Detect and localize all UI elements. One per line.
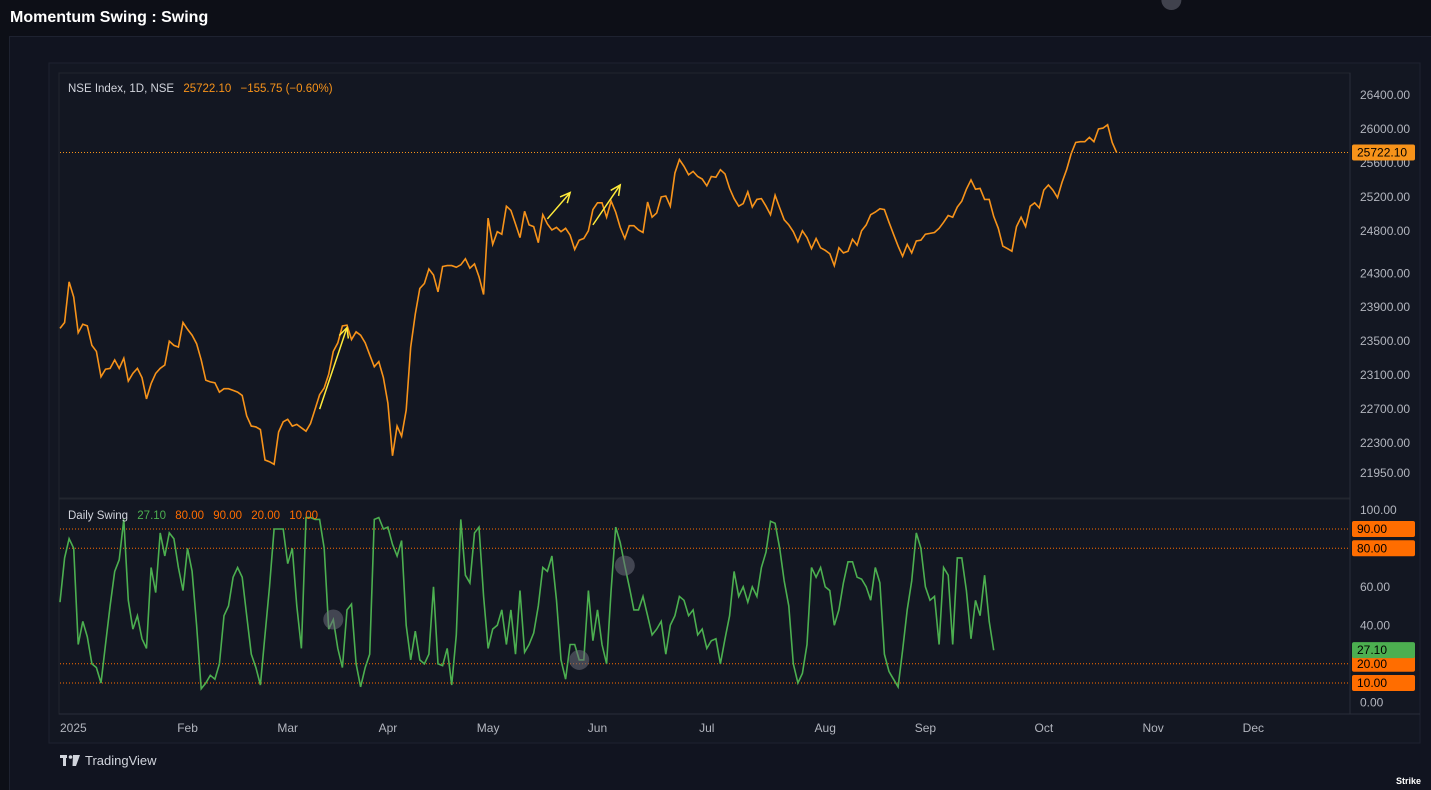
- svg-text:25722.10: 25722.10: [1357, 146, 1407, 160]
- price-legend[interactable]: NSE Index, 1D, NSE 25722.10 −155.75 (−0.…: [68, 83, 339, 95]
- level-badge: 20.00: [1352, 655, 1415, 672]
- swing-marker: [569, 649, 590, 670]
- time-tick-label: Mar: [277, 721, 298, 735]
- svg-text:80.00: 80.00: [1357, 541, 1387, 555]
- price-legend-symbol: NSE Index, 1D, NSE: [68, 83, 175, 95]
- oscillator-y-axis[interactable]: 100.00 60.00 40.00 0.00: [1360, 503, 1397, 710]
- osc-legend-level-3: 20.00: [251, 510, 281, 522]
- time-tick-label: Jun: [588, 721, 607, 735]
- price-tick-label: 26400.00: [1360, 88, 1410, 102]
- price-tick-label: 22700.00: [1360, 402, 1410, 416]
- price-series-line: [59, 123, 1118, 466]
- time-tick-label: Apr: [379, 721, 398, 735]
- osc-legend-name: Daily Swing: [68, 510, 129, 522]
- svg-text:10.00: 10.00: [1357, 676, 1387, 690]
- tradingview-icon: [60, 754, 80, 766]
- price-tick-label: 22300.00: [1360, 436, 1410, 450]
- tradingview-logo[interactable]: TradingView: [60, 753, 157, 768]
- osc-legend-level-4: 10.00: [289, 510, 318, 522]
- svg-text:90.00: 90.00: [1357, 522, 1387, 536]
- last-price-badge: 25722.10: [1352, 144, 1415, 161]
- annotation-arrow: [318, 325, 350, 410]
- price-tick-label: 24300.00: [1360, 266, 1410, 280]
- time-x-axis[interactable]: 2025 Feb Mar Apr May Jun Jul Aug Sep Oct Nov Dec: [60, 721, 1264, 735]
- time-tick-label: May: [477, 721, 500, 735]
- osc-tick-label: 0.00: [1360, 695, 1384, 709]
- time-tick-label: Nov: [1142, 721, 1163, 735]
- page-title: Momentum Swing : Swing: [10, 9, 209, 26]
- annotation-arrow: [592, 183, 622, 226]
- price-pane: [58, 72, 1351, 499]
- time-tick-label: Sep: [915, 721, 937, 735]
- price-tick-label: 25200.00: [1360, 190, 1410, 204]
- price-legend-value: 25722.10: [183, 83, 232, 95]
- price-tick-label: 23500.00: [1360, 334, 1410, 348]
- osc-tick-label: 60.00: [1360, 580, 1390, 594]
- swing-marker: [1161, 0, 1182, 10]
- price-legend-change: −155.75 (−0.60%): [240, 83, 333, 95]
- time-tick-label: Oct: [1034, 721, 1053, 735]
- time-tick-label: 2025: [60, 721, 87, 735]
- strike-watermark: Strike: [1395, 776, 1421, 786]
- oscillator-levels: [60, 528, 1350, 684]
- price-tick-label: 24800.00: [1360, 224, 1410, 238]
- osc-tick-label: 100.00: [1360, 503, 1397, 517]
- osc-legend-level-1: 80.00: [175, 510, 205, 522]
- osc-legend-value: 27.10: [137, 510, 167, 522]
- price-tick-label: 26000.00: [1360, 122, 1410, 136]
- price-y-axis[interactable]: 26400.0026000.0025600.0025200.0024800.00…: [1360, 88, 1410, 480]
- level-badge: 10.00: [1352, 675, 1415, 692]
- time-tick-label: Feb: [177, 721, 198, 735]
- osc-value-badge: 27.10: [1352, 642, 1415, 659]
- annotation-arrow: [546, 191, 572, 220]
- osc-tick-label: 40.00: [1360, 618, 1390, 632]
- tradingview-label: TradingView: [85, 753, 157, 768]
- time-tick-label: Aug: [815, 721, 836, 735]
- oscillator-series-line: [59, 516, 995, 691]
- svg-text:27.10: 27.10: [1357, 643, 1387, 657]
- level-badge: 90.00: [1352, 521, 1415, 538]
- osc-legend-level-2: 90.00: [213, 510, 243, 522]
- svg-text:20.00: 20.00: [1357, 657, 1387, 671]
- oscillator-pane: [58, 498, 1351, 715]
- time-tick-label: Jul: [699, 721, 714, 735]
- oscillator-legend[interactable]: Daily Swing 27.10 80.00 90.00 20.00 10.0…: [68, 510, 324, 522]
- annotation-arrows: [318, 183, 622, 410]
- price-tick-label: 23100.00: [1360, 368, 1410, 382]
- swing-markers: [323, 0, 1182, 670]
- level-badge: 80.00: [1352, 540, 1415, 557]
- time-tick-label: Dec: [1243, 721, 1264, 735]
- swing-marker: [614, 555, 635, 576]
- swing-marker: [323, 609, 344, 630]
- price-tick-label: 21950.00: [1360, 466, 1410, 480]
- axis-value-badges: 25722.10 90.00 80.00 20.00 10.00 27.10: [1352, 144, 1415, 692]
- price-tick-label: 23900.00: [1360, 300, 1410, 314]
